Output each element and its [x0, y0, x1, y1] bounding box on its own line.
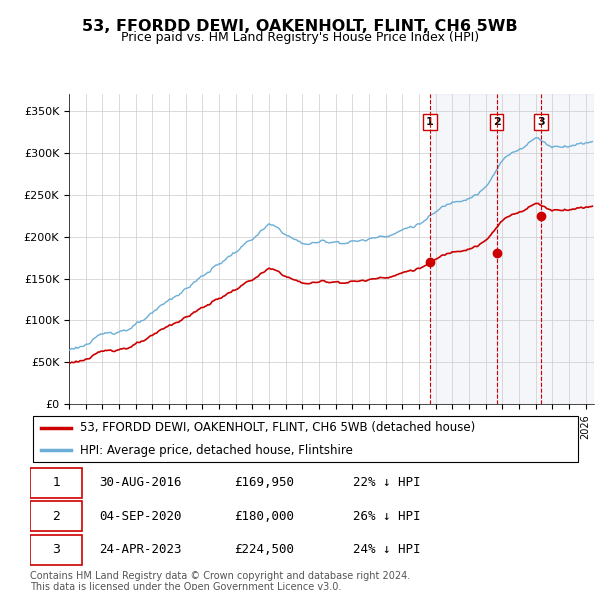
Bar: [541, 94, 594, 404]
Text: 24% ↓ HPI: 24% ↓ HPI: [353, 543, 421, 556]
Text: 3: 3: [52, 543, 60, 556]
Text: 24-APR-2023: 24-APR-2023: [99, 543, 182, 556]
Text: £224,500: £224,500: [234, 543, 294, 556]
Text: 2: 2: [493, 117, 501, 127]
Text: 1: 1: [52, 476, 60, 489]
Text: 30-AUG-2016: 30-AUG-2016: [99, 476, 182, 489]
FancyBboxPatch shape: [30, 535, 82, 565]
Text: 53, FFORDD DEWI, OAKENHOLT, FLINT, CH6 5WB: 53, FFORDD DEWI, OAKENHOLT, FLINT, CH6 5…: [82, 19, 518, 34]
Text: 22% ↓ HPI: 22% ↓ HPI: [353, 476, 421, 489]
Text: Contains HM Land Registry data © Crown copyright and database right 2024.
This d: Contains HM Land Registry data © Crown c…: [30, 571, 410, 590]
Text: 2: 2: [52, 510, 60, 523]
FancyBboxPatch shape: [30, 501, 82, 531]
Text: 04-SEP-2020: 04-SEP-2020: [99, 510, 182, 523]
Bar: [497, 94, 541, 404]
Text: £169,950: £169,950: [234, 476, 294, 489]
Text: 53, FFORDD DEWI, OAKENHOLT, FLINT, CH6 5WB (detached house): 53, FFORDD DEWI, OAKENHOLT, FLINT, CH6 5…: [80, 421, 475, 434]
Text: Price paid vs. HM Land Registry's House Price Index (HPI): Price paid vs. HM Land Registry's House …: [121, 31, 479, 44]
Text: 3: 3: [537, 117, 545, 127]
Text: HPI: Average price, detached house, Flintshire: HPI: Average price, detached house, Flin…: [80, 444, 353, 457]
Text: 26% ↓ HPI: 26% ↓ HPI: [353, 510, 421, 523]
FancyBboxPatch shape: [33, 416, 578, 462]
Bar: [430, 94, 497, 404]
FancyBboxPatch shape: [30, 468, 82, 498]
Text: £180,000: £180,000: [234, 510, 294, 523]
Text: 1: 1: [426, 117, 434, 127]
